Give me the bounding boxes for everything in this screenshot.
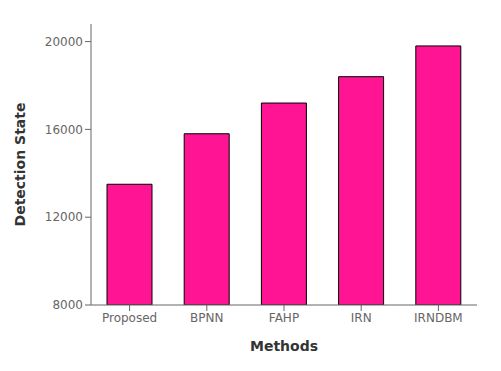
svg-text:Methods: Methods bbox=[250, 338, 318, 354]
svg-text:8000: 8000 bbox=[52, 298, 83, 312]
svg-text:IRNDBM: IRNDBM bbox=[414, 311, 463, 325]
svg-text:FAHP: FAHP bbox=[269, 311, 299, 325]
svg-text:Detection State: Detection State bbox=[12, 103, 28, 227]
svg-text:16000: 16000 bbox=[45, 123, 83, 137]
svg-text:Proposed: Proposed bbox=[102, 311, 157, 325]
svg-text:12000: 12000 bbox=[45, 210, 83, 224]
svg-text:IRN: IRN bbox=[351, 311, 372, 325]
svg-text:20000: 20000 bbox=[45, 35, 83, 49]
svg-text:BPNN: BPNN bbox=[190, 311, 223, 325]
